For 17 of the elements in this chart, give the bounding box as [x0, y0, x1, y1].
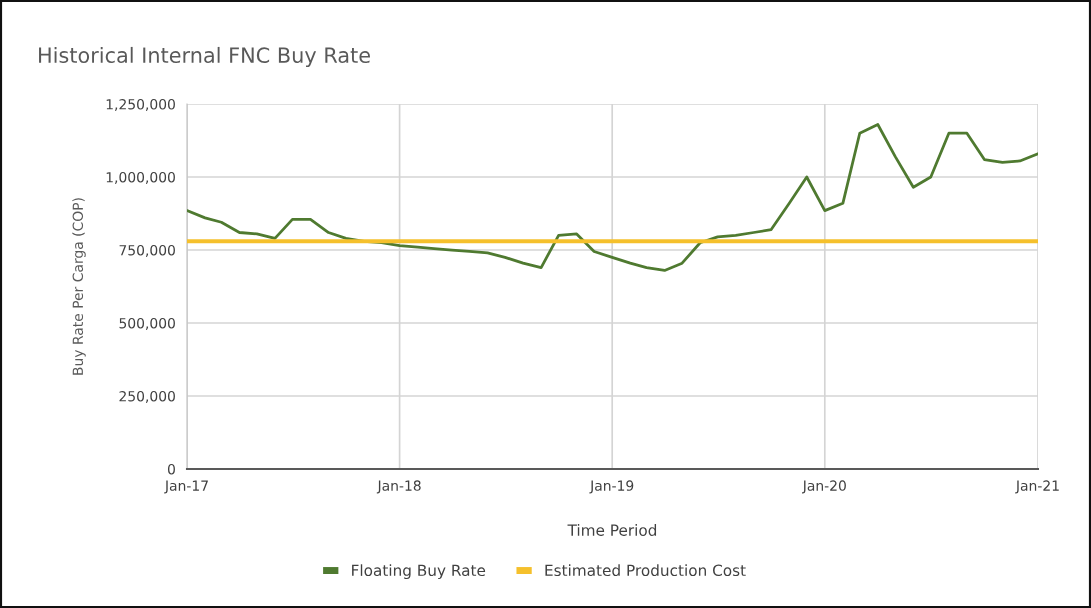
- chart-title: Historical Internal FNC Buy Rate: [39, 46, 370, 68]
- x-tick-label: Jan-19: [589, 480, 634, 494]
- y-tick-label: 0: [167, 463, 175, 475]
- y-tick-label: 750,000: [119, 244, 175, 257]
- y-tick-label: 1,250,000: [106, 99, 175, 111]
- y-tick-label: 500,000: [119, 317, 175, 330]
- x-axis-title: Time Period: [567, 524, 657, 536]
- y-tick-label: 250,000: [119, 390, 175, 403]
- y-axis-title: Buy Rate Per Carga (COP): [72, 198, 86, 375]
- y-tick-label: 1,000,000: [106, 171, 175, 184]
- legend-label: Estimated Production Cost: [545, 564, 746, 577]
- x-tick-label: Jan-18: [376, 480, 421, 494]
- line-series: [187, 123, 1038, 272]
- x-tick-label: Jan-17: [164, 480, 208, 494]
- x-tick-label: Jan-21: [1015, 480, 1059, 494]
- legend-label: Floating Buy Rate: [352, 564, 486, 580]
- x-tick-label: Jan-20: [802, 480, 846, 494]
